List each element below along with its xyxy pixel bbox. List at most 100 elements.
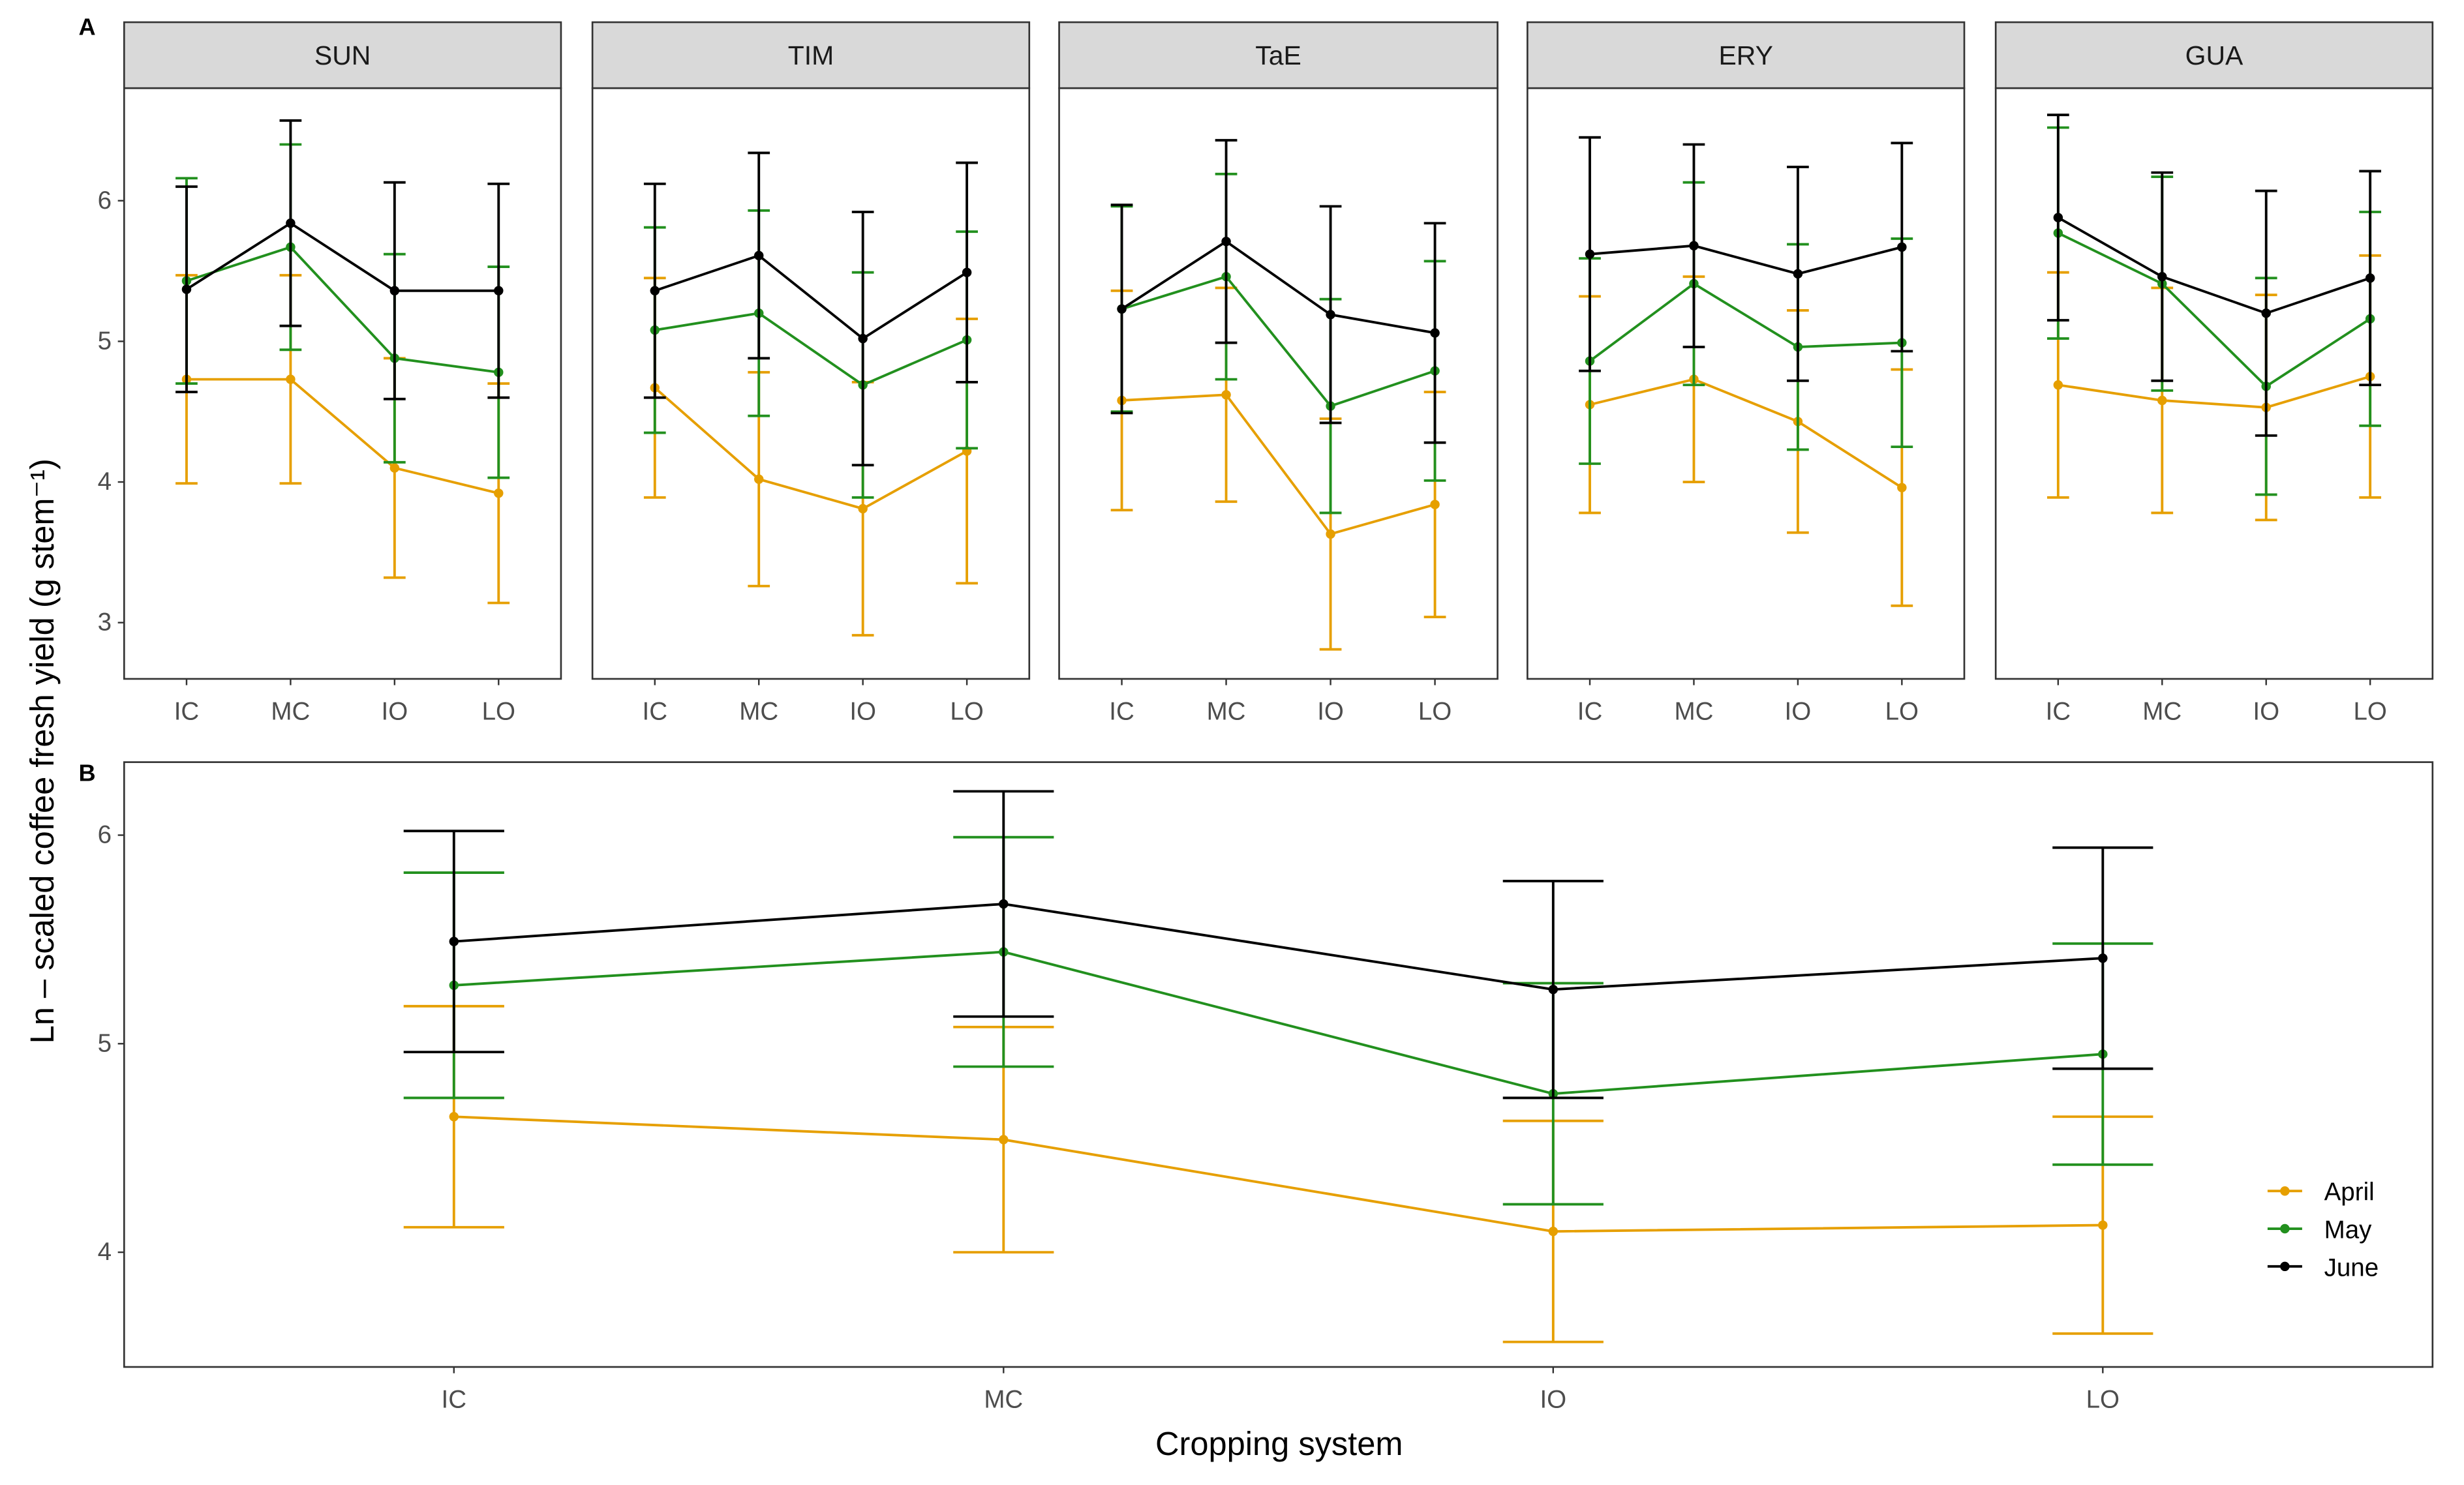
- a-tae-x-tick-label: IC: [1109, 698, 1134, 726]
- a-sun-june-line: [185, 221, 499, 292]
- facet-sun: SUN IC MC IO LO 3 4 5 6: [98, 21, 562, 726]
- b-april-point: [2098, 1220, 2108, 1230]
- a-ery-x-tick-label: IO: [1785, 698, 1812, 726]
- a-tae-june-point: [1221, 237, 1231, 247]
- legend: April May June: [2267, 1178, 2379, 1282]
- a-tim-april-line: [654, 387, 968, 511]
- panel-b: IC MC IO LO 4 5 6: [98, 761, 2434, 1414]
- a-sun-y-tick-label: 5: [98, 327, 112, 355]
- a-gua-june-line: [2057, 216, 2371, 315]
- facet-strip-label: SUN: [314, 40, 371, 70]
- a-tim-april-point: [858, 503, 868, 514]
- b-april-point: [999, 1135, 1009, 1145]
- facet-strip: [1058, 21, 1498, 89]
- a-gua-april-line: [2058, 375, 2371, 409]
- a-sun-y-tick-label: 4: [98, 468, 112, 496]
- a-tim-june-point: [962, 267, 972, 277]
- b-june-point: [999, 899, 1009, 909]
- a-tae-x-tick-label: IO: [1317, 698, 1344, 726]
- b-y-tick-label: 4: [98, 1238, 112, 1266]
- a-sun-y-tick-label: 6: [98, 187, 112, 215]
- a-tae-june-point: [1117, 304, 1127, 314]
- a-sun-april-point: [494, 488, 504, 498]
- a-sun-y-tick-label: 3: [98, 608, 112, 637]
- a-gua-x-tick-label: IC: [2046, 698, 2071, 726]
- b-y-tick-label: 5: [98, 1029, 112, 1057]
- x-axis-label: Cropping system: [1155, 1425, 1403, 1462]
- b-y-tick-label: 6: [98, 821, 112, 849]
- b-april-point: [449, 1112, 459, 1122]
- a-sun-x-tick-label: IO: [381, 698, 408, 726]
- b-x-tick-label: LO: [2086, 1386, 2120, 1414]
- b-may-line: [453, 950, 2103, 1096]
- panel-b-tag: B: [78, 760, 95, 787]
- a-gua-june-point: [2365, 273, 2375, 283]
- a-tae-x-tick-label: MC: [1207, 698, 1246, 726]
- a-sun-april-point: [286, 374, 296, 384]
- a-sun-april-point: [389, 463, 400, 473]
- facet-strip-label: TIM: [788, 40, 834, 70]
- a-ery-june-point: [1897, 242, 1907, 252]
- a-gua-june-point: [2157, 271, 2167, 282]
- a-gua-x-tick-label: LO: [2353, 698, 2386, 726]
- a-sun-june-point: [494, 286, 504, 295]
- b-june-point: [1548, 984, 1559, 995]
- a-tae-april-point: [1326, 529, 1335, 539]
- facet-ery: ERY IC MC IO LO: [1527, 21, 1966, 726]
- a-ery-june-point: [1689, 241, 1699, 250]
- a-gua-may-line: [2057, 232, 2371, 388]
- a-tae-june-point: [1326, 310, 1335, 320]
- a-sun-june-point: [389, 286, 400, 295]
- a-ery-x-tick-label: IC: [1577, 698, 1603, 726]
- a-tim-june-line: [654, 254, 968, 340]
- a-tae-x-tick-label: LO: [1418, 698, 1452, 726]
- a-tae-april-point: [1430, 500, 1440, 509]
- a-gua-april-point: [2053, 380, 2063, 390]
- a-tim-x-tick-label: LO: [950, 698, 983, 726]
- a-ery-june-line: [1589, 244, 1902, 275]
- a-sun-june-point: [181, 284, 192, 294]
- a-tim-june-point: [858, 333, 868, 344]
- b-june-point: [2098, 953, 2108, 963]
- a-sun-x-tick-label: MC: [271, 698, 310, 726]
- facet-strip-label: GUA: [2185, 40, 2243, 70]
- a-tim-june-point: [650, 286, 660, 295]
- a-tae-may-line: [1121, 275, 1436, 408]
- facet-strip: [1527, 21, 1966, 89]
- a-tae-april-point: [1221, 390, 1231, 400]
- b-plot-area: [123, 761, 2434, 1368]
- b-april-point: [1548, 1226, 1559, 1237]
- a-ery-april-line: [1589, 378, 1903, 489]
- a-tim-june-point: [753, 250, 764, 261]
- a-tim-plot-area: [591, 87, 1031, 680]
- a-tae-april-line: [1121, 393, 1436, 536]
- a-tim-x-tick-label: MC: [739, 698, 778, 726]
- a-gua-april-point: [2157, 395, 2167, 406]
- b-april-line: [453, 1115, 2103, 1233]
- facet-strip: [1994, 21, 2434, 89]
- a-sun-x-tick-label: LO: [482, 698, 515, 726]
- panel-a-tag: A: [78, 13, 95, 40]
- a-sun-april-line: [186, 378, 499, 495]
- a-ery-april-point: [1897, 483, 1907, 492]
- a-tae-june-point: [1430, 328, 1440, 338]
- b-x-tick-label: IO: [1540, 1386, 1566, 1414]
- b-june-point: [449, 937, 459, 946]
- facet-strip-label: ERY: [1718, 40, 1772, 70]
- legend-may-point: [2280, 1223, 2290, 1234]
- a-ery-x-tick-label: LO: [1885, 698, 1919, 726]
- facet-strip: [123, 21, 562, 89]
- y-axis-label: Ln – scaled coffee fresh yield (g stem⁻¹…: [23, 458, 61, 1043]
- facet-strip-label: TaE: [1255, 40, 1301, 70]
- a-gua-x-tick-label: IO: [2253, 698, 2279, 726]
- a-tim-april-point: [753, 474, 764, 484]
- b-june-line: [453, 903, 2103, 991]
- a-gua-june-point: [2261, 308, 2271, 318]
- b-x-tick-label: IC: [442, 1386, 467, 1414]
- a-tae-plot-area: [1058, 87, 1498, 680]
- b-x-tick-label: MC: [984, 1386, 1023, 1414]
- a-sun-june-point: [286, 218, 296, 228]
- a-ery-june-point: [1793, 269, 1803, 279]
- legend-april-point: [2280, 1186, 2290, 1196]
